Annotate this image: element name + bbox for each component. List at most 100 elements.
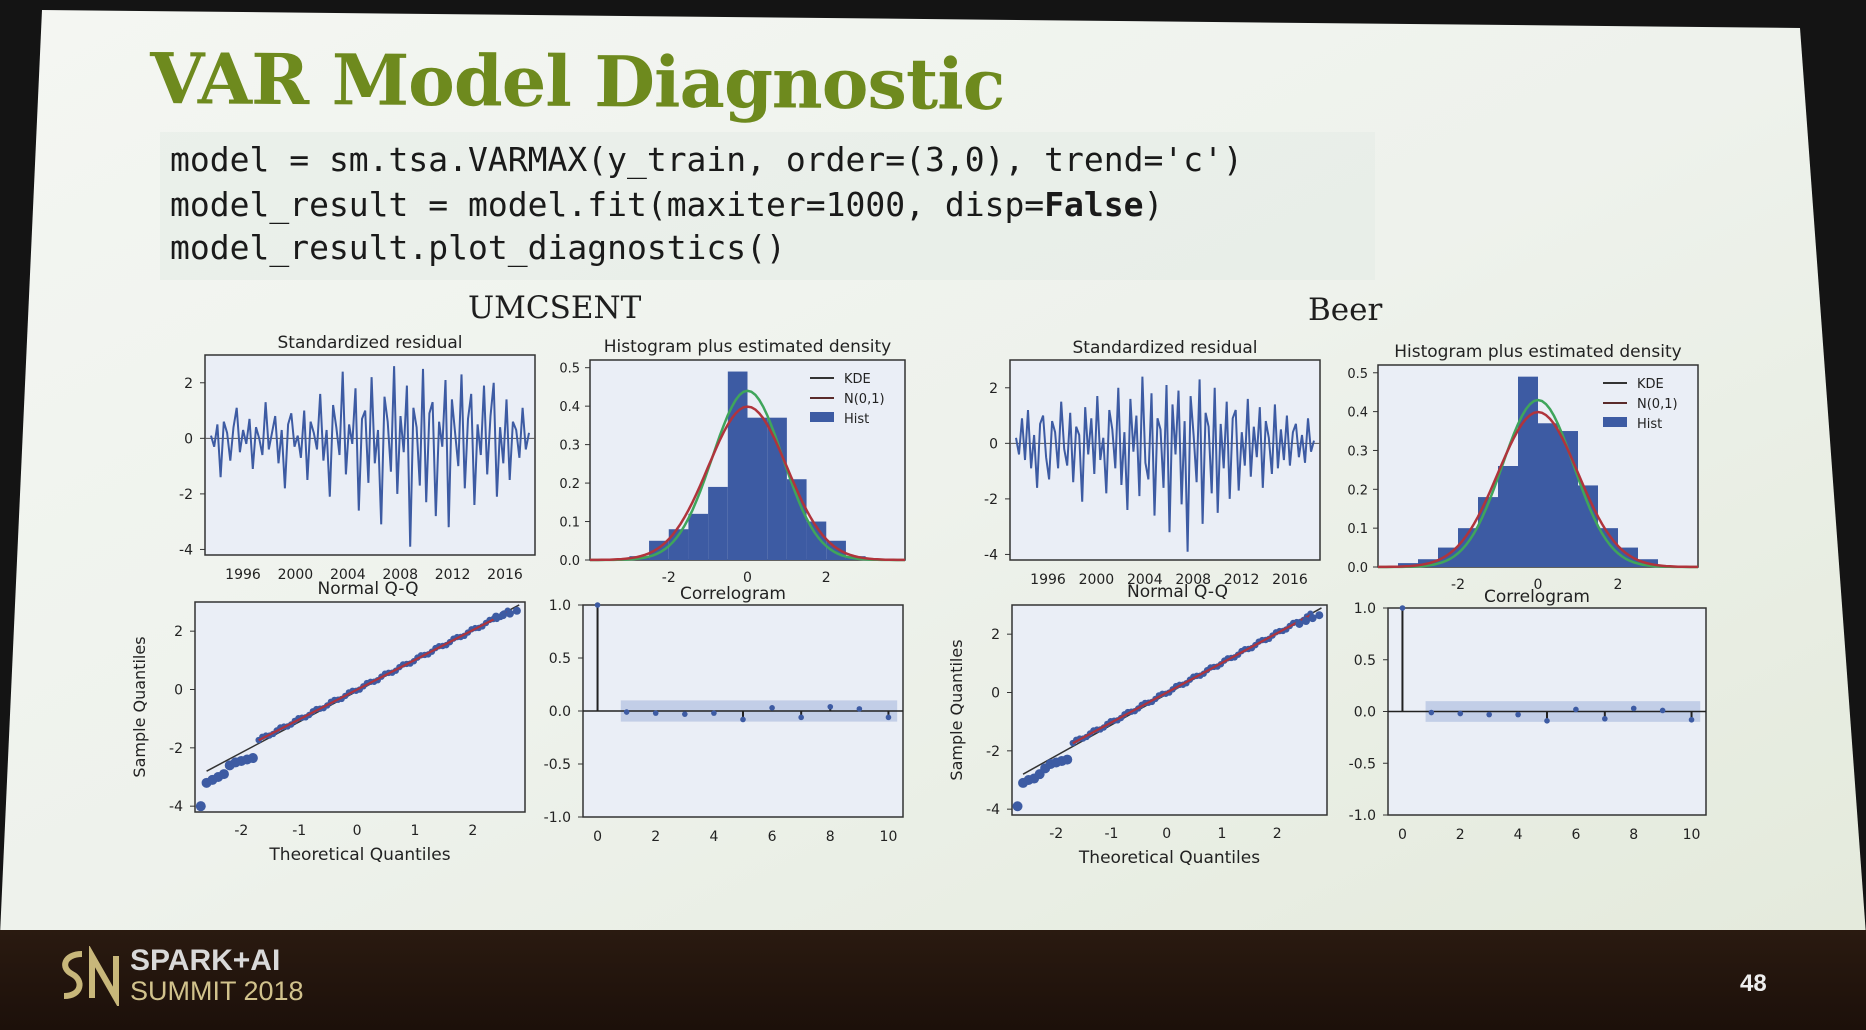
beer-hist-ytick-label: 0.1	[1347, 522, 1368, 537]
umcsent-legend-kde-label: KDE	[844, 372, 871, 387]
beer-corr-point	[1630, 705, 1637, 712]
beer-corr-ytick-label: -1.0	[1349, 808, 1376, 824]
beer-hist-xtick-label: 0	[1534, 577, 1543, 593]
umcsent-corr-xtick-label: 8	[826, 829, 835, 845]
umcsent-qq-ylabel: Sample Quantiles	[130, 636, 149, 777]
beer-qq-ylabel: Sample Quantiles	[947, 639, 966, 780]
beer-corr-point	[1515, 711, 1521, 718]
umcsent-qq-title: Normal Q-Q	[318, 579, 419, 599]
umcsent-corr-ytick-label: 0.5	[549, 651, 571, 667]
beer-hist-ytick-label: 0.4	[1347, 406, 1368, 421]
umcsent-qq-ytick-label: -4	[169, 799, 183, 815]
umcsent-hist-ytick-label: 0.1	[559, 516, 580, 531]
umcsent-qq-tail-point	[247, 753, 258, 764]
beer-qq-tail-point	[1315, 611, 1324, 620]
umcsent-qq-ytick-label: 0	[174, 683, 183, 699]
beer-hist-ytick-label: 0.0	[1347, 561, 1368, 576]
beer-hist-xtick-label: -2	[1451, 577, 1465, 593]
beer-resid-ytick-label: -2	[984, 492, 998, 508]
umcsent-qq-xtick-label: 1	[411, 823, 420, 839]
beer-qq-ytick-label: -4	[986, 802, 1000, 818]
umcsent-resid-xtick-label: 2000	[278, 567, 314, 583]
beer-corr-point	[1486, 711, 1492, 718]
umcsent-hist-ytick-label: 0.3	[559, 439, 580, 454]
code-line-2-bold: False	[1044, 185, 1144, 224]
beer-corr-point	[1457, 710, 1464, 717]
logo-line-2: SUMMIT 2018	[130, 976, 304, 1006]
umcsent-corr-point	[652, 710, 659, 716]
umcsent-corr-xtick-label: 6	[768, 829, 777, 845]
umcsent-resid-xtick-label: 2012	[435, 567, 471, 583]
beer-resid-xtick-label: 1996	[1030, 572, 1066, 588]
beer-resid-xtick-label: 2012	[1224, 572, 1260, 588]
umcsent-corr-point	[856, 706, 863, 712]
beer-qq-fit-line	[1072, 614, 1311, 745]
beer-corr-ytick-label: -0.5	[1349, 756, 1376, 772]
beer-hist-normal-line	[1378, 410, 1698, 569]
beer-qq-xlabel: Theoretical Quantiles	[1078, 848, 1260, 868]
beer-qq-xtick-label: 1	[1218, 826, 1227, 842]
umcsent-qq-tail-point	[195, 801, 206, 812]
umcsent-legend-hist-label: Hist	[844, 412, 869, 427]
beer-corr-xtick-label: 0	[1398, 827, 1407, 843]
code-line-2: model_result = model.fit(maxiter=1000, d…	[170, 185, 1163, 224]
beer-corr-xtick-label: 4	[1514, 827, 1523, 843]
beer-qq-tail-point	[1302, 617, 1310, 626]
beer-qq-ytick-label: 0	[991, 686, 1000, 702]
beer-hist-ytick-label: 0.5	[1347, 367, 1368, 382]
beer-legend-hist-label: Hist	[1637, 417, 1662, 432]
beer-corr-point	[1688, 716, 1695, 723]
beer-corr-point	[1544, 718, 1550, 724]
code-line-1: model = sm.tsa.VARMAX(y_train, order=(3,…	[170, 140, 1243, 179]
umcsent-hist-title: Histogram plus estimated density	[604, 337, 891, 357]
umcsent-resid-xtick-label: 2004	[330, 567, 366, 583]
beer-qq-ytick-label: -2	[986, 744, 1000, 760]
beer-hist-bar	[1538, 423, 1558, 567]
beer-qq-tail-point	[1308, 614, 1317, 623]
umcsent-resid-xtick-label: 1996	[225, 567, 261, 583]
umcsent-qq-ytick-label: 2	[174, 624, 183, 640]
umcsent-corr-point	[594, 602, 601, 608]
beer-corr-xtick-label: 10	[1683, 827, 1701, 843]
umcsent-corr-ytick-label: 0.0	[549, 704, 571, 720]
umcsent-hist-ytick-label: 0.4	[559, 400, 580, 415]
umcsent-corr-xtick-label: 2	[651, 829, 660, 845]
beer-hist-title: Histogram plus estimated density	[1394, 342, 1681, 362]
umcsent-resid-series-line	[210, 366, 530, 547]
umcsent-legend-normal-label: N(0,1)	[844, 392, 885, 407]
beer-corr-point	[1573, 706, 1579, 713]
beer-corr-xtick-label: 6	[1571, 827, 1580, 843]
beer-legend-hist-swatch	[1603, 417, 1627, 427]
beer-qq-title: Normal Q-Q	[1127, 582, 1228, 602]
umcsent-resid-ytick-label: -2	[179, 487, 193, 503]
umcsent-qq-frame	[194, 601, 526, 813]
code-line-2-prefix: model_result = model.fit(maxiter=1000, d…	[170, 185, 1045, 224]
umcsent-hist-bar	[747, 417, 768, 560]
umcsent-corr-title: Correlogram	[680, 584, 786, 604]
umcsent-qq-xtick-label: -1	[292, 823, 306, 839]
umcsent-corr-point	[885, 714, 892, 721]
umcsent-corr-point	[827, 703, 834, 710]
beer-corr-ytick-label: 0.0	[1354, 705, 1376, 721]
umcsent-corr-xtick-label: 10	[880, 829, 898, 845]
beer-corr-point	[1659, 707, 1666, 714]
code-line-3: model_result.plot_diagnostics()	[170, 228, 786, 267]
umcsent-corr-ytick-label: 1.0	[549, 598, 571, 614]
umcsent-resid-xtick-label: 2016	[487, 567, 523, 583]
umcsent-hist-xtick-label: -2	[662, 570, 676, 586]
panel-label-umcsent: UMCSENT	[468, 290, 642, 326]
umcsent-corr-point	[798, 714, 804, 721]
beer-hist-bar	[1598, 528, 1618, 567]
beer-corr-title: Correlogram	[1484, 587, 1590, 607]
umcsent-corr-point	[711, 710, 717, 716]
beer-corr-xtick-label: 2	[1456, 827, 1465, 843]
umcsent-corr-xtick-label: 4	[709, 829, 718, 845]
beer-hist-bar	[1498, 466, 1518, 567]
beer-qq-tail-point	[1295, 619, 1304, 628]
beer-hist-xtick-label: 2	[1614, 577, 1623, 593]
logo-text: SPARK+AI SUMMIT 2018	[130, 946, 304, 1007]
beer-legend-kde-label: KDE	[1637, 377, 1664, 392]
beer-resid-xtick-label: 2008	[1175, 572, 1211, 588]
umcsent-qq-tail-point	[499, 611, 507, 620]
